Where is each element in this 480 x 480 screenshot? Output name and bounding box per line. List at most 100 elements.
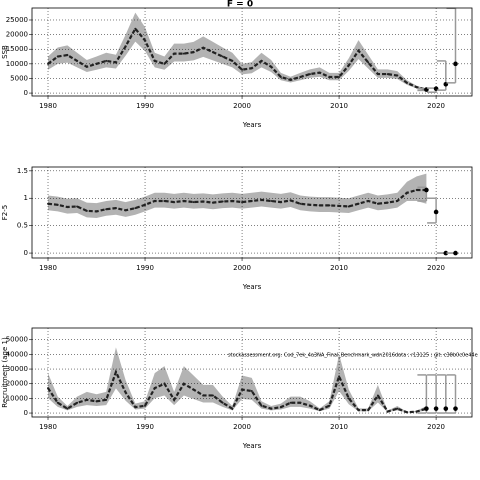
x-tick-label: 1980	[39, 102, 57, 110]
plot-frame	[31, 7, 473, 97]
y-tick-label: 15000	[6, 45, 28, 53]
estimate-point	[85, 209, 88, 212]
estimate-point	[357, 409, 360, 412]
estimate-point	[202, 200, 205, 203]
y-tick-label: 0.5	[17, 222, 28, 230]
estimate-point	[173, 398, 176, 401]
estimate-point	[347, 397, 350, 400]
projection-point	[443, 250, 449, 256]
x-axis-label: Years	[242, 283, 262, 291]
estimate-point	[347, 64, 350, 67]
x-tick-label: 1990	[136, 423, 154, 431]
x-tick-label: 2010	[330, 423, 348, 431]
plot-frame	[31, 166, 473, 259]
estimate-point	[211, 51, 214, 54]
estimate-point	[202, 46, 205, 49]
projection-point	[424, 187, 429, 193]
y-tick-label: 20000	[6, 31, 28, 39]
estimate-point	[338, 375, 341, 378]
estimate-point	[114, 61, 117, 64]
estimate-point	[338, 75, 341, 78]
estimate-point	[221, 401, 224, 404]
estimate-point	[211, 394, 214, 397]
y-tick-label: 50000	[6, 336, 28, 344]
estimate-point	[386, 73, 389, 76]
estimate-point	[182, 52, 185, 55]
y-axis-label: F2-5	[1, 205, 9, 220]
estimate-point	[279, 201, 282, 204]
projection-point	[453, 61, 458, 67]
estimate-point	[289, 199, 292, 202]
estimate-point	[367, 199, 370, 202]
estimate-point	[134, 27, 137, 30]
x-tick-label: 1980	[39, 264, 57, 272]
y-tick-label: 40000	[6, 350, 28, 358]
estimate-point	[105, 208, 108, 211]
estimate-point	[153, 199, 156, 202]
estimate-point	[289, 401, 292, 404]
estimate-point	[173, 52, 176, 55]
estimate-point	[250, 199, 253, 202]
y-tick-label: 10000	[6, 394, 28, 402]
estimate-point	[289, 78, 292, 81]
x-axis-label: Years	[242, 121, 262, 129]
estimate-point	[376, 394, 379, 397]
x-tick-label: 2020	[427, 102, 445, 110]
estimate-point	[182, 382, 185, 385]
y-tick-label: 5000	[10, 74, 28, 82]
estimate-point	[66, 407, 69, 410]
estimate-point	[338, 204, 341, 207]
annotation: stockassessment.org: Cod_7ek_4a3NA_Final…	[228, 353, 478, 359]
plot-frame	[31, 327, 473, 418]
projection-point	[453, 250, 458, 256]
estimate-point	[56, 401, 59, 404]
estimate-point	[386, 410, 389, 413]
estimate-point	[396, 74, 399, 77]
estimate-point	[270, 199, 273, 202]
estimate-point	[124, 45, 127, 48]
x-tick-label: 2010	[330, 264, 348, 272]
estimate-point	[153, 59, 156, 62]
x-tick-label: 2020	[427, 264, 445, 272]
estimate-point	[250, 67, 253, 70]
estimate-point	[163, 382, 166, 385]
y-tick-label: 25000	[6, 16, 28, 24]
estimate-point	[367, 61, 370, 64]
y-tick-label: 30000	[6, 365, 28, 373]
estimate-point	[163, 62, 166, 65]
estimate-point	[415, 410, 418, 413]
projection-point	[424, 406, 429, 411]
estimate-point	[386, 201, 389, 204]
y-tick-label: 0	[24, 89, 28, 97]
estimate-point	[144, 203, 147, 206]
estimate-point	[105, 398, 108, 401]
estimate-point	[134, 406, 137, 409]
confidence-band	[48, 173, 427, 218]
chart-title: F = 0	[227, 0, 253, 10]
estimate-point	[241, 388, 244, 391]
estimate-point	[105, 59, 108, 62]
estimate-line	[47, 188, 427, 213]
estimate-point	[56, 203, 59, 206]
estimate-point	[95, 400, 98, 403]
estimate-point	[396, 199, 399, 202]
estimate-line	[47, 26, 427, 91]
estimate-point	[192, 51, 195, 54]
estimate-point	[173, 201, 176, 204]
estimate-point	[76, 401, 79, 404]
estimate-point	[231, 59, 234, 62]
estimate-point	[76, 59, 79, 62]
estimate-point	[56, 55, 59, 58]
x-tick-label: 1980	[39, 423, 57, 431]
projection-point	[433, 406, 439, 411]
estimate-point	[328, 75, 331, 78]
y-tick-label: 20000	[6, 380, 28, 388]
x-tick-label: 2000	[233, 264, 251, 272]
estimate-point	[308, 73, 311, 76]
estimate-point	[182, 199, 185, 202]
estimate-point	[415, 189, 418, 192]
estimate-point	[328, 404, 331, 407]
estimate-point	[405, 191, 408, 194]
estimate-point	[144, 404, 147, 407]
estimate-point	[308, 203, 311, 206]
